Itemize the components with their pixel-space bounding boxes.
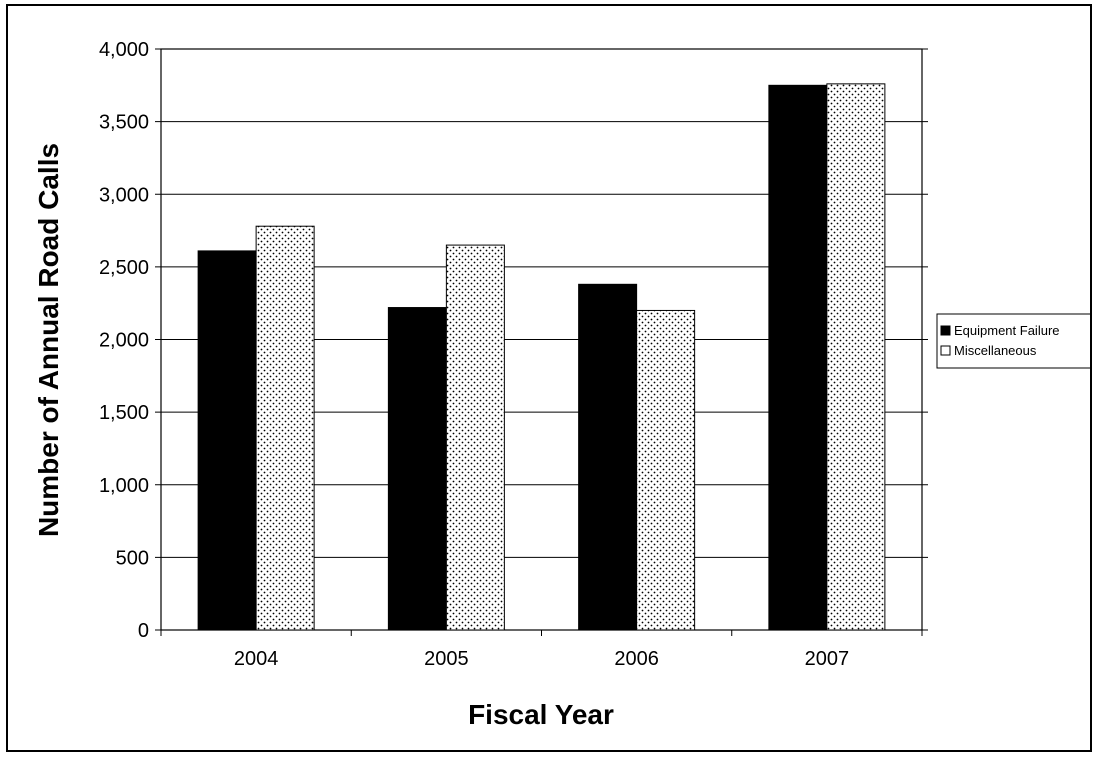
y-tick-label: 2,000: [99, 330, 149, 352]
bar-miscellaneous-2006: [636, 309, 696, 631]
bars: [197, 83, 886, 631]
y-axis-ticks: 0 500 1,000 1,500 2,000 2,500 3,000 3,500 4,000: [99, 39, 928, 642]
y-tick-label: 3,500: [99, 112, 149, 134]
bar-equipment-failure-2007: [768, 84, 828, 631]
legend-label: Equipment Failure: [954, 323, 1060, 338]
y-tick-label: 2,500: [99, 257, 149, 279]
x-tick-label: 2006: [614, 648, 659, 670]
y-tick-label: 1,500: [99, 402, 149, 424]
bar-miscellaneous-2007: [826, 83, 886, 631]
legend-label: Miscellaneous: [954, 343, 1037, 358]
y-tick-label: 4,000: [99, 39, 149, 61]
legend-box: [936, 313, 1090, 369]
plot-area: 05001,0001,5002,0002,5003,0003,5004,000 …: [99, 39, 928, 670]
legend-swatch: [940, 325, 951, 336]
bar-equipment-failure-2006: [578, 283, 638, 631]
x-tick-label: 2004: [234, 648, 279, 670]
y-axis-title: Number of Annual Road Calls: [33, 143, 64, 537]
x-axis-title: Fiscal Year: [468, 699, 614, 730]
y-tick-label: 0: [138, 620, 149, 642]
x-tick-label: 2005: [424, 648, 469, 670]
bar-miscellaneous-2004: [255, 225, 315, 631]
legend: Equipment Failure Miscellaneous: [936, 313, 1090, 369]
bar-equipment-failure-2004: [197, 250, 257, 631]
chart-frame: 0 500 1,000 1,500 2,000 2,500 3,000 3,500 4,000 …: [6, 4, 1092, 752]
y-tick-label: 3,000: [99, 184, 149, 206]
bar-chart: 05001,0001,5002,0002,5003,0003,5004,000 …: [33, 39, 1090, 730]
y-tick-label: 500: [116, 547, 149, 569]
bar-equipment-failure-2005: [387, 307, 447, 631]
y-tick-label: 1,000: [99, 475, 149, 497]
x-tick-label: 2007: [805, 648, 850, 670]
legend-swatch: [940, 345, 951, 356]
bar-miscellaneous-2005: [445, 244, 505, 631]
x-axis-ticks: 2004 2005 2006 2007: [160, 630, 923, 670]
